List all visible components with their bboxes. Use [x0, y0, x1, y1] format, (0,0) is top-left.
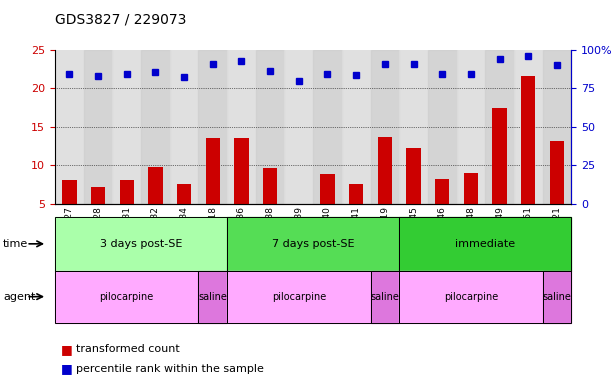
Text: agent: agent: [3, 291, 35, 302]
Bar: [199, 50, 227, 204]
Text: ■: ■: [61, 362, 73, 375]
Text: saline: saline: [370, 291, 399, 302]
Bar: [464, 173, 478, 204]
Bar: [378, 137, 392, 204]
Bar: [91, 187, 105, 204]
Bar: [492, 108, 507, 204]
Text: GDS3827 / 229073: GDS3827 / 229073: [55, 13, 186, 27]
Bar: [550, 141, 564, 204]
Text: time: time: [3, 239, 28, 249]
Text: pilocarpine: pilocarpine: [444, 291, 498, 302]
Bar: [112, 50, 141, 204]
Text: saline: saline: [543, 291, 571, 302]
Bar: [320, 174, 335, 204]
Bar: [84, 50, 112, 204]
Text: immediate: immediate: [455, 239, 515, 249]
Text: transformed count: transformed count: [76, 344, 180, 354]
Bar: [205, 138, 220, 204]
Bar: [148, 167, 163, 204]
Bar: [313, 50, 342, 204]
Bar: [485, 50, 514, 204]
Text: 3 days post-SE: 3 days post-SE: [100, 239, 182, 249]
Bar: [291, 204, 306, 205]
Text: pilocarpine: pilocarpine: [272, 291, 326, 302]
Bar: [406, 148, 421, 204]
Bar: [177, 184, 191, 204]
Bar: [543, 50, 571, 204]
Bar: [120, 180, 134, 204]
Bar: [285, 50, 313, 204]
Bar: [256, 50, 285, 204]
Bar: [514, 50, 543, 204]
Bar: [263, 168, 277, 204]
Text: percentile rank within the sample: percentile rank within the sample: [76, 364, 264, 374]
Bar: [349, 184, 364, 204]
Bar: [370, 50, 399, 204]
Bar: [435, 179, 449, 204]
Bar: [141, 50, 170, 204]
Bar: [399, 50, 428, 204]
Text: ■: ■: [61, 343, 73, 356]
Bar: [62, 180, 76, 204]
Bar: [456, 50, 485, 204]
Text: pilocarpine: pilocarpine: [100, 291, 154, 302]
Text: saline: saline: [199, 291, 227, 302]
Bar: [55, 50, 84, 204]
Bar: [428, 50, 456, 204]
Text: 7 days post-SE: 7 days post-SE: [272, 239, 354, 249]
Bar: [234, 138, 249, 204]
Bar: [521, 76, 535, 204]
Bar: [227, 50, 256, 204]
Bar: [170, 50, 199, 204]
Bar: [342, 50, 370, 204]
